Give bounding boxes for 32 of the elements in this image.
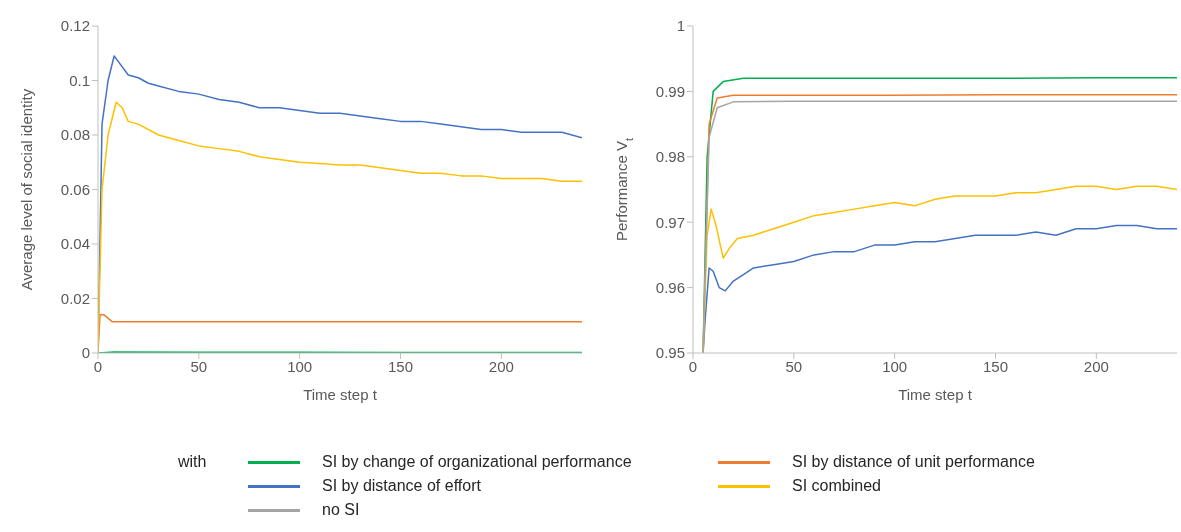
y-tick-label: 0 [81, 344, 90, 362]
y-tick-label: 0.1 [69, 71, 90, 89]
legend-label: SI by distance of unit performance [792, 453, 1035, 471]
y-tick-label: 0.97 [655, 213, 685, 231]
legend-title: with [178, 453, 208, 472]
y-tick-label: 0.96 [655, 278, 685, 296]
y-tick-label: 0.02 [60, 289, 90, 307]
legend-label: SI by distance of effort [322, 477, 481, 495]
y-tick-label: 0.12 [60, 17, 90, 35]
x-tick-label: 100 [882, 357, 908, 375]
x-tick-label: 150 [387, 357, 414, 375]
x-axis-title: Time step t [303, 386, 378, 403]
x-tick-label: 150 [982, 357, 1009, 375]
legend-label: no SI [322, 501, 360, 519]
x-tick-label: 200 [488, 357, 514, 375]
x-tick-label: 0 [93, 357, 103, 375]
y-axis-title: Average level of social identity [18, 88, 35, 291]
x-tick-label: 200 [1083, 357, 1109, 375]
y-tick-label: 0.06 [60, 180, 90, 198]
y-tick-label: 0.98 [655, 148, 685, 166]
legend-label: SI combined [792, 477, 881, 495]
x-tick-label: 100 [287, 357, 313, 375]
y-tick-label: 0.08 [60, 126, 90, 144]
x-axis-title: Time step t [898, 386, 973, 403]
legend-label: SI by change of organizational performance [322, 453, 632, 471]
y-tick-label: 0.95 [655, 344, 685, 362]
x-tick-label: 0 [688, 357, 698, 375]
x-tick-label: 50 [785, 357, 803, 375]
y-tick-label: 1 [676, 17, 685, 35]
y-tick-label: 0.99 [655, 82, 685, 100]
y-tick-label: 0.04 [60, 235, 90, 253]
x-tick-label: 50 [190, 357, 208, 375]
